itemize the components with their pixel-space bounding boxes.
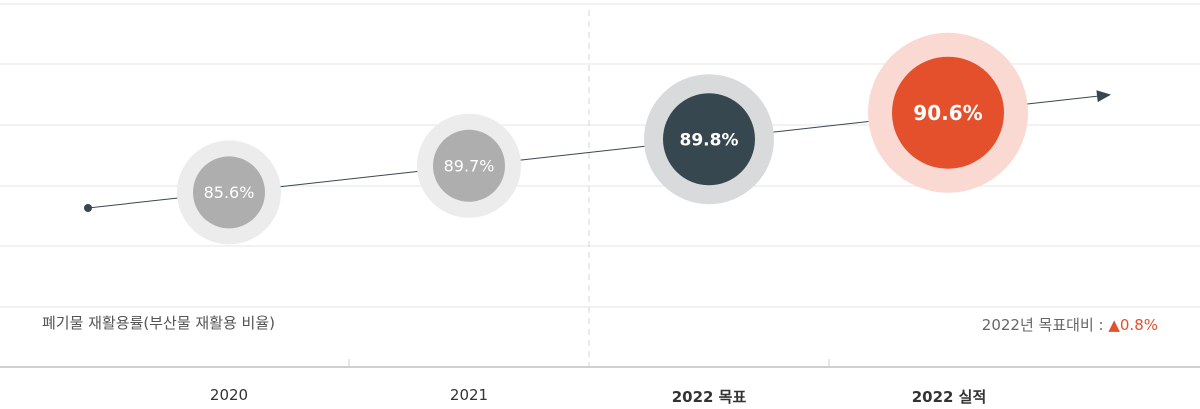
bubble-value-label: 89.8% — [680, 130, 739, 150]
x-tick-label-2021: 2021 — [449, 386, 489, 404]
target-comparison-delta: ▲0.8% — [1108, 316, 1158, 334]
bubble-value-label: 89.7% — [444, 157, 495, 176]
x-tick-label-2022-actual: 2022 실적 — [911, 388, 987, 406]
bubble-core — [433, 129, 505, 202]
bubble-core — [193, 156, 265, 229]
bubble-core — [663, 93, 755, 186]
y-axis-label: 폐기물 재활용률(부산물 재활용 비율) — [42, 314, 276, 332]
x-tick-label-2022-target: 2022 목표 — [671, 388, 747, 406]
x-tick-label-2020: 2020 — [209, 386, 249, 404]
target-comparison-note: 2022년 목표대비 : ▲0.8% — [982, 314, 1158, 335]
bubble-value-label: 90.6% — [913, 101, 982, 125]
trend-start-dot — [84, 204, 92, 212]
bubble-value-label: 85.6% — [204, 183, 255, 202]
trend-arrow-head — [1096, 90, 1111, 103]
data-bubbles: 85.6% 89.7% 89.8% 90.6% — [177, 32, 1028, 245]
x-axis-ticks — [348, 359, 830, 367]
bubble-core — [892, 56, 1004, 169]
grid-lines — [0, 3, 1200, 308]
target-comparison-prefix: 2022년 목표대비 : — [981, 316, 1109, 334]
